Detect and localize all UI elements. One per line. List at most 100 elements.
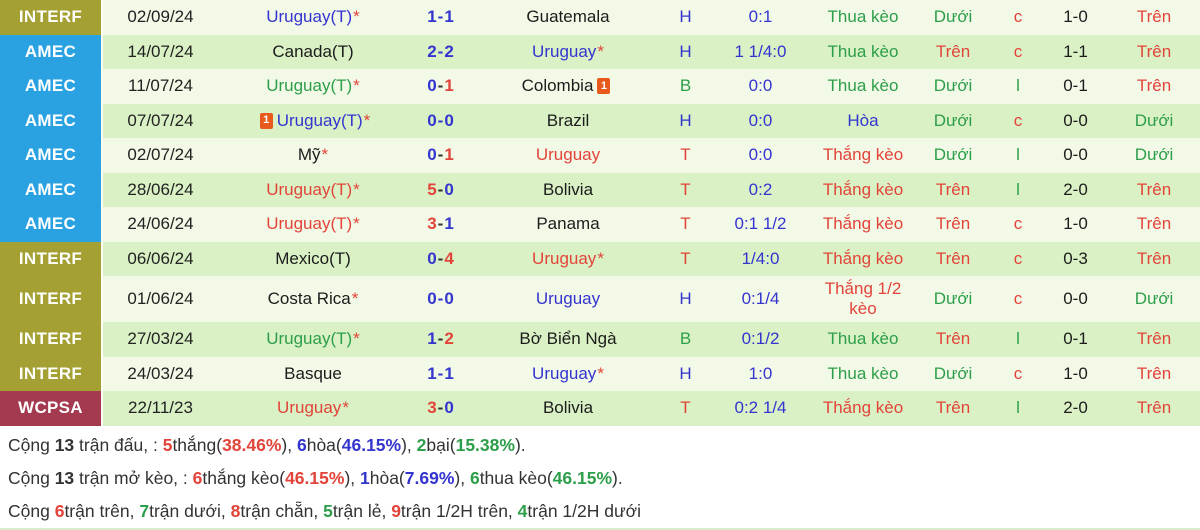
league-badge: INTERF xyxy=(0,276,103,322)
away-team: Uruguay * xyxy=(473,35,663,70)
summary-segment: trận dưới, xyxy=(149,500,231,521)
summary-segment: ), xyxy=(401,434,417,455)
score-dash: - xyxy=(437,248,444,268)
summary-segment: 5 xyxy=(162,434,173,455)
away-team-name: Uruguay xyxy=(535,289,601,309)
away-goals: 0 xyxy=(444,398,454,418)
match-date: 11/07/24 xyxy=(128,76,193,96)
table-row: AMEC 14/07/24 Canada(T) 2-2 Uruguay * H … xyxy=(0,34,1200,70)
home-goals: 0 xyxy=(427,248,437,268)
home-team: Uruguay(T) * xyxy=(218,0,408,35)
home-team-name: Uruguay(T) xyxy=(266,329,353,349)
league-badge: AMEC xyxy=(0,172,103,207)
odd-even-indicator: l xyxy=(1016,398,1020,418)
odd-even-indicator: c xyxy=(1013,214,1023,234)
half-time-score: 0-1 xyxy=(1063,329,1088,349)
league-badge: INTERF xyxy=(0,356,103,391)
bet-result: Thua kèo xyxy=(827,41,899,61)
half-over-under-result: Trên xyxy=(1136,248,1172,268)
handicap-line: 1 1/4:0 xyxy=(734,41,787,61)
away-goals: 1 xyxy=(444,363,454,383)
summary-segment: hòa( xyxy=(369,467,405,488)
league-badge-label: INTERF xyxy=(18,363,83,383)
handicap-line: 0:1 xyxy=(748,7,773,27)
summary-segment: ), xyxy=(344,467,360,488)
summary-segment: trận mở kèo, : xyxy=(74,467,193,488)
league-badge-label: AMEC xyxy=(24,110,77,130)
home-team-name: Uruguay(T) xyxy=(266,76,353,96)
league-badge-label: INTERF xyxy=(18,329,83,349)
table-row: INTERF 02/09/24 Uruguay(T) * 1-1 Guatema… xyxy=(0,0,1200,35)
full-time-score: 0-1 xyxy=(408,69,473,104)
over-under-result: Dưới xyxy=(933,7,973,27)
star-marker: * xyxy=(353,7,360,27)
summary-segment: 6 xyxy=(469,467,480,488)
summary-segment: 9 xyxy=(391,500,401,521)
red-card-icon: 1 xyxy=(597,78,611,95)
venue-indicator: H xyxy=(679,289,692,309)
away-team-name: Panama xyxy=(536,214,600,234)
odd-even-indicator: c xyxy=(1013,7,1023,27)
home-team-name: Uruguay(T) xyxy=(266,179,353,199)
away-team: Guatemala xyxy=(473,0,663,35)
half-over-under-result: Trên xyxy=(1136,329,1172,349)
summary-segment: 7.69% xyxy=(404,467,455,488)
away-goals: 0 xyxy=(444,110,454,130)
home-goals: 5 xyxy=(427,179,437,199)
home-team-name: Uruguay(T) xyxy=(266,214,353,234)
summary-segment: thắng( xyxy=(172,434,223,455)
star-marker: * xyxy=(597,363,604,383)
table-row: INTERF 06/06/24 Mexico(T) 0-4 Uruguay * … xyxy=(0,241,1200,276)
summary-segment: 2 xyxy=(416,434,427,455)
table-row: AMEC 11/07/24 Uruguay(T) * 0-1 Colombia … xyxy=(0,69,1200,104)
over-under-result: Dưới xyxy=(933,76,973,96)
score-dash: - xyxy=(437,329,444,349)
odd-even-indicator: c xyxy=(1013,41,1023,61)
bet-result: Thắng kèo xyxy=(822,398,904,418)
star-marker: * xyxy=(342,398,349,418)
summary-line: Cộng 13 trận đấu, : 5 thắng(38.46%), 6 hòa… xyxy=(0,429,1200,462)
summary-segment: 5 xyxy=(323,500,333,521)
league-badge-label: INTERF xyxy=(18,7,83,27)
score-dash: - xyxy=(437,7,444,27)
venue-indicator: H xyxy=(679,110,692,130)
league-badge: INTERF xyxy=(0,0,103,35)
home-team: Basque xyxy=(218,357,408,392)
away-team-name: Guatemala xyxy=(526,7,610,27)
match-date: 07/07/24 xyxy=(127,110,194,130)
full-time-score: 1-1 xyxy=(408,0,473,35)
away-goals: 2 xyxy=(444,41,454,61)
home-goals: 1 xyxy=(427,363,437,383)
match-date: 24/03/24 xyxy=(127,363,194,383)
over-under-result: Trên xyxy=(935,248,971,268)
full-time-score: 0-0 xyxy=(408,276,473,322)
handicap-line: 1/4:0 xyxy=(741,248,780,268)
handicap-line: 0:1/2 xyxy=(741,329,780,349)
away-team: Bờ Biển Ngà xyxy=(473,322,663,357)
half-time-score: 0-1 xyxy=(1063,76,1088,96)
star-marker: * xyxy=(353,76,360,96)
home-goals: 0 xyxy=(427,110,437,130)
full-time-score: 2-2 xyxy=(408,35,473,70)
score-dash: - xyxy=(437,76,444,96)
league-badge: INTERF xyxy=(0,241,103,276)
away-team-name: Brazil xyxy=(546,110,590,130)
home-goals: 0 xyxy=(427,145,437,165)
full-time-score: 0-0 xyxy=(408,104,473,139)
half-time-score: 2-0 xyxy=(1063,179,1088,199)
away-team: Bolivia xyxy=(473,391,663,426)
away-goals: 1 xyxy=(444,145,454,165)
away-goals: 1 xyxy=(444,214,454,234)
venue-indicator: T xyxy=(680,248,691,268)
half-over-under-result: Dưới xyxy=(1134,145,1174,165)
league-badge-label: AMEC xyxy=(24,179,77,199)
match-date: 22/11/23 xyxy=(128,398,193,418)
league-badge-label: WCPSA xyxy=(18,398,83,418)
summary-segment: 13 xyxy=(54,434,75,455)
away-goals: 2 xyxy=(444,329,454,349)
score-dash: - xyxy=(437,363,444,383)
half-time-score: 1-1 xyxy=(1063,41,1088,61)
home-goals: 1 xyxy=(427,329,437,349)
over-under-result: Dưới xyxy=(933,289,973,309)
table-row: INTERF 01/06/24 Costa Rica * 0-0 Uruguay… xyxy=(0,276,1200,322)
